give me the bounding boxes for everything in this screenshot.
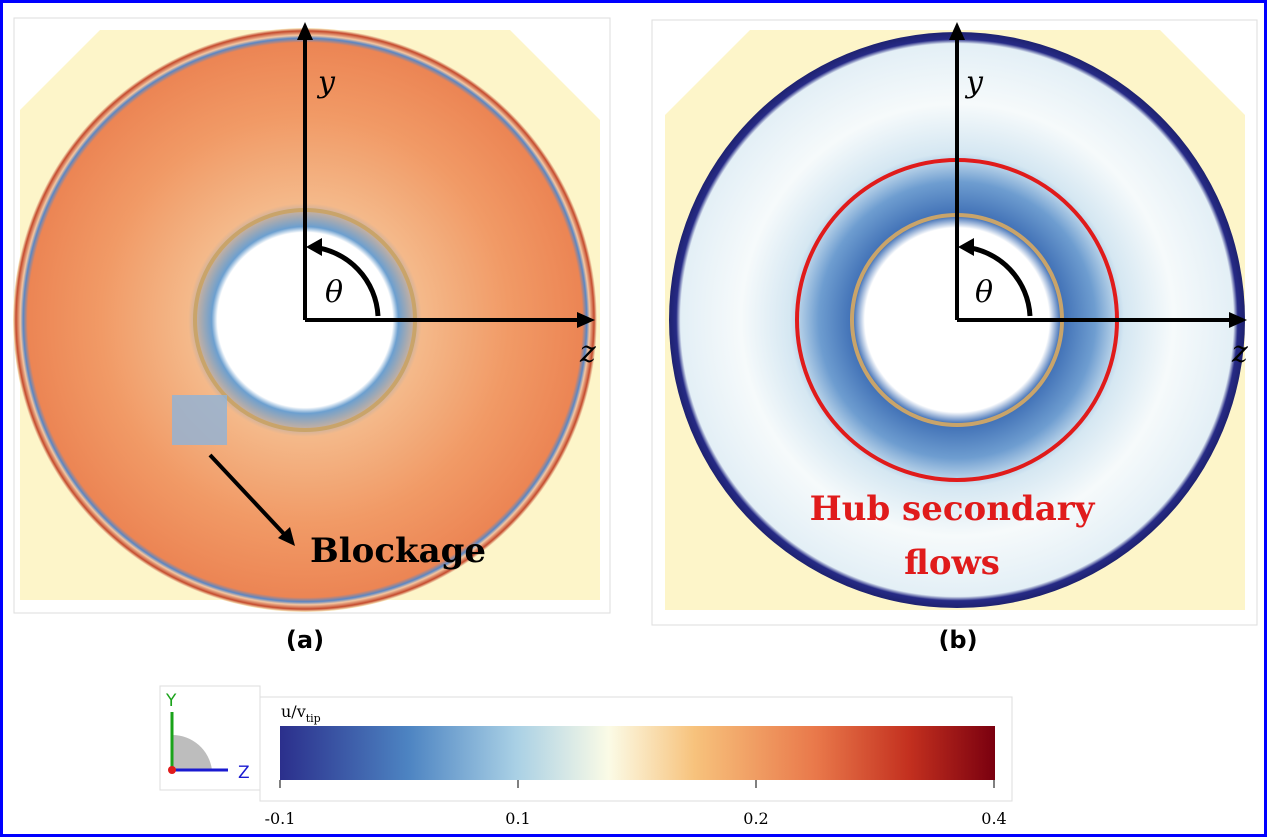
arrowhead xyxy=(306,238,322,256)
arrowhead xyxy=(1229,312,1247,328)
colorbar-label: u/vtip xyxy=(281,702,321,725)
triad-box xyxy=(159,685,261,791)
blockage-region xyxy=(172,395,227,445)
colorbar xyxy=(280,726,995,780)
triad-shape xyxy=(172,734,212,770)
axis-label: y xyxy=(316,65,336,100)
annotation: Blockage xyxy=(310,531,486,571)
colorbar-label-main: u/v xyxy=(281,702,306,721)
axis-label: y xyxy=(964,65,984,100)
tick-label: -0.1 xyxy=(265,809,296,828)
angle-label: θ xyxy=(325,275,343,310)
angle-label: θ xyxy=(975,275,993,310)
caption: (b) xyxy=(938,626,977,654)
blockage-arrow xyxy=(208,453,287,537)
angle-arc-b xyxy=(963,244,1033,317)
colorbar-ticks: -0.1 0.1 0.2 0.4 xyxy=(265,780,1007,828)
angle-arc-a xyxy=(311,244,381,317)
triad-label: Z xyxy=(238,763,250,783)
triad-label: Y xyxy=(165,691,177,711)
arrowhead xyxy=(949,22,965,40)
arrowhead xyxy=(958,238,974,256)
annotation: Hub secondary xyxy=(810,489,1096,529)
axis-label: z xyxy=(579,335,596,370)
arrowhead xyxy=(577,312,595,328)
arrowhead xyxy=(278,527,295,546)
triad-origin xyxy=(168,766,176,774)
annotation: flows xyxy=(904,543,1000,583)
tick-label: 0.1 xyxy=(505,809,530,828)
axis-label: z xyxy=(1231,335,1248,370)
tick-label: 0.2 xyxy=(743,809,768,828)
tick-label: 0.4 xyxy=(981,809,1006,828)
colorbar-label-sub: tip xyxy=(306,712,321,725)
caption: (a) xyxy=(286,626,324,654)
arrowhead xyxy=(297,22,313,40)
